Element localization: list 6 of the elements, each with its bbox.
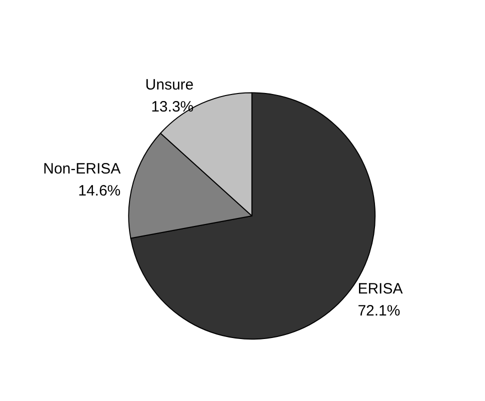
data-label: 72.1%: [358, 302, 400, 320]
data-label: 13.3%: [151, 98, 194, 116]
slice-label: ERISA: [358, 280, 403, 298]
slice-label: Unsure: [145, 76, 194, 94]
data-label: 14.6%: [78, 182, 121, 200]
slice-label: Non-ERISA: [43, 160, 121, 178]
